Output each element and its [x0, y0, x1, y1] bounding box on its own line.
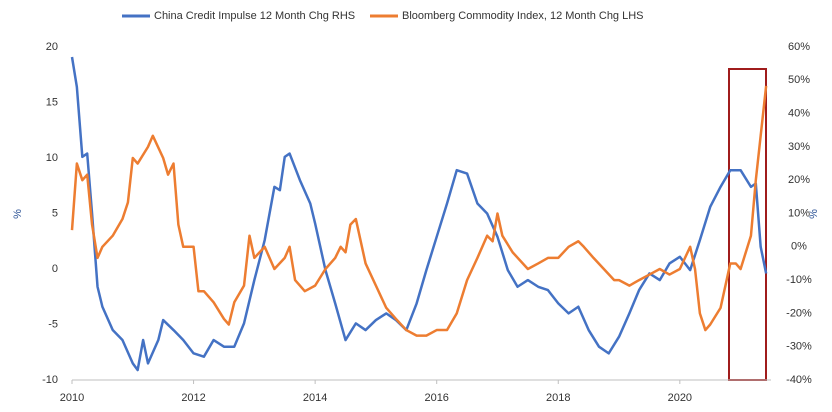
y2-tick-label: -40%	[786, 374, 812, 386]
y2-tick-label: -30%	[786, 341, 812, 353]
y2-tick-label: -10%	[786, 274, 812, 286]
x-tick-label: 2012	[181, 392, 205, 404]
y2-tick-label: 40%	[788, 108, 810, 120]
y-tick-label: 20	[46, 41, 58, 53]
series-line	[70, 56, 768, 372]
y2-tick-label: 0%	[791, 241, 807, 253]
y2-tick-label: 50%	[788, 74, 810, 86]
y2-tick-label: 60%	[788, 41, 810, 53]
y2-tick-label: 30%	[788, 141, 810, 153]
legend-label: China Credit Impulse 12 Month Chg RHS	[154, 10, 355, 22]
y2-axis-label: %	[808, 209, 820, 219]
series-line	[70, 85, 768, 337]
highlight-box	[728, 68, 767, 381]
x-tick-label: 2020	[668, 392, 692, 404]
y2-tick-label: 20%	[788, 174, 810, 186]
y-tick-label: -10	[42, 374, 58, 386]
x-tick-label: 2014	[303, 392, 327, 404]
y-axis-label: %	[12, 209, 24, 219]
y-tick-label: -5	[48, 318, 58, 330]
legend-label: Bloomberg Commodity Index, 12 Month Chg …	[402, 10, 644, 22]
x-tick-label: 2010	[60, 392, 84, 404]
y-tick-label: 15	[46, 96, 58, 108]
x-tick-label: 2018	[546, 392, 570, 404]
y-tick-label: 10	[46, 152, 58, 164]
y-tick-label: 0	[52, 263, 58, 275]
x-tick-label: 2016	[424, 392, 448, 404]
y2-tick-label: -20%	[786, 307, 812, 319]
y-tick-label: 5	[52, 207, 58, 219]
y2-tick-label: 10%	[788, 207, 810, 219]
